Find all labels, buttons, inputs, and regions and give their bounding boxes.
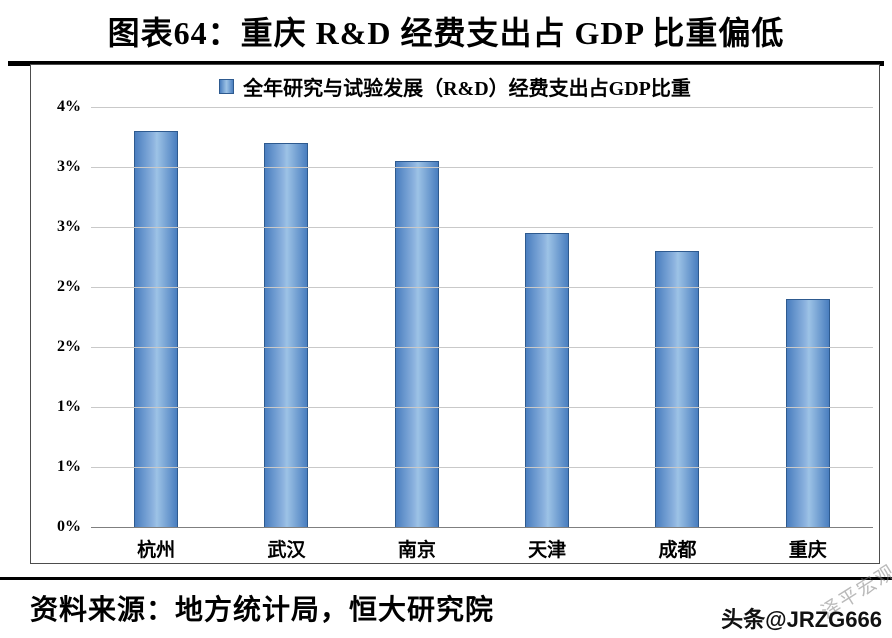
- y-axis-label: 2%: [57, 338, 81, 355]
- bar-column: [743, 107, 873, 527]
- bars: [91, 107, 873, 527]
- bar-column: [482, 107, 612, 527]
- legend-label: 全年研究与试验发展（R&D）经费支出占GDP比重: [243, 77, 691, 100]
- gridline: [91, 346, 873, 348]
- plot-area: [91, 107, 873, 528]
- x-axis-label: 杭州: [137, 540, 176, 561]
- footer-divider: [0, 577, 892, 580]
- legend: 全年研究与试验发展（R&D）经费支出占GDP比重: [31, 74, 879, 100]
- x-axis-label: 重庆: [788, 540, 827, 561]
- bar-column: [612, 107, 742, 527]
- y-axis: 4% 3% 3% 2% 2% 1% 1% 0%: [31, 98, 89, 535]
- gridline: [91, 407, 873, 408]
- x-axis-label: 天津: [528, 540, 567, 561]
- y-axis-label: 2%: [57, 278, 81, 295]
- bar-杭州: [134, 131, 179, 527]
- chart-title: 图表64：重庆 R&D 经费支出占 GDP 比重偏低: [107, 15, 785, 51]
- bar-column: [352, 107, 482, 527]
- y-axis-label: 1%: [57, 458, 81, 475]
- x-axis: 杭州 武汉 南京 天津 成都 重庆: [91, 535, 873, 562]
- bar-column: [91, 107, 221, 527]
- gridline: [91, 166, 873, 168]
- y-axis-label: 1%: [57, 398, 81, 415]
- gridline: [91, 467, 873, 468]
- gridline: [91, 527, 873, 528]
- bar-成都: [655, 251, 700, 527]
- bar-column: [221, 107, 351, 527]
- bar-南京: [394, 161, 439, 527]
- plot-wrap: 4% 3% 3% 2% 2% 1% 1% 0% 杭州 武汉 南京 天津 成都 重庆: [31, 98, 879, 563]
- gridline: [91, 107, 873, 108]
- chart-frame: 全年研究与试验发展（R&D）经费支出占GDP比重 4% 3% 3% 2% 2% 1% 1% 0…: [30, 64, 880, 564]
- bar-天津: [525, 233, 570, 527]
- legend-marker-icon: [219, 78, 235, 94]
- source-text: 资料来源：地方统计局，恒大研究院: [30, 595, 495, 626]
- x-axis-label: 南京: [397, 540, 436, 561]
- y-axis-label: 3%: [57, 158, 81, 175]
- y-axis-label: 4%: [57, 98, 81, 115]
- x-axis-label: 成都: [658, 540, 697, 561]
- gridline: [91, 287, 873, 288]
- bar-重庆: [785, 299, 830, 527]
- byline: 头条@JRZG666: [721, 607, 882, 632]
- gridline: [91, 226, 873, 228]
- bar-武汉: [264, 143, 309, 527]
- y-axis-label: 3%: [57, 218, 81, 235]
- title-divider: [8, 61, 884, 66]
- y-axis-label: 0%: [57, 518, 81, 535]
- x-axis-label: 武汉: [267, 540, 306, 561]
